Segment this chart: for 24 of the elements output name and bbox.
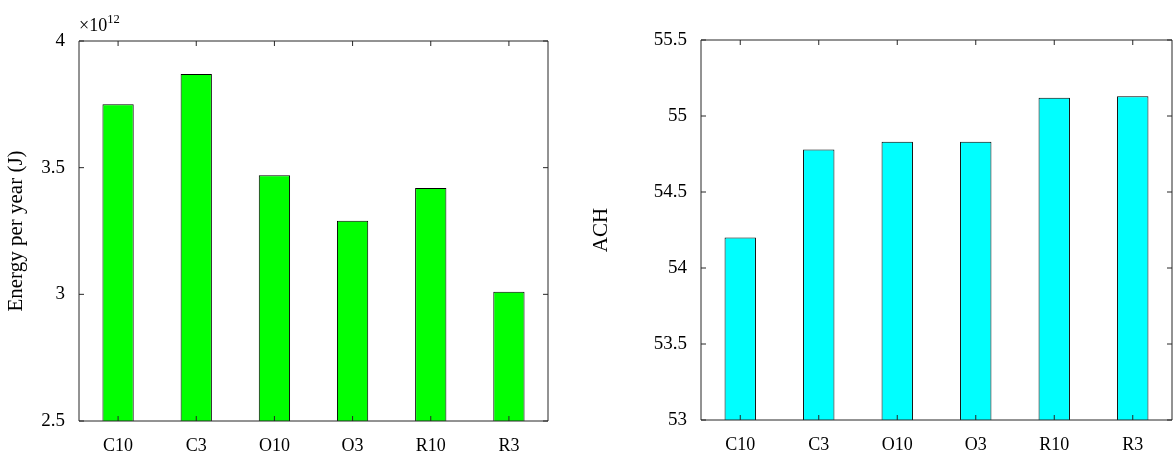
y-tick-label: 4 — [55, 28, 66, 50]
x-tick-label: O10 — [258, 434, 290, 455]
x-tick-label: R3 — [1122, 433, 1144, 454]
y-tick-label: 55 — [668, 103, 687, 125]
x-tick-label: R10 — [1039, 433, 1070, 454]
x-tick-label: O3 — [341, 434, 364, 455]
x-tick-label: C10 — [103, 434, 134, 455]
x-tick-label: O10 — [881, 433, 913, 454]
x-tick-label: R3 — [498, 434, 520, 455]
y-tick-label: 3.5 — [41, 155, 65, 177]
y-tick-label: 54 — [668, 255, 688, 277]
y-tick-label: 3 — [55, 282, 65, 304]
y-tick-label: 55.5 — [653, 27, 687, 49]
x-tick-label: R10 — [415, 434, 446, 455]
x-tick-label: O3 — [964, 433, 987, 454]
y-tick-label: 2.5 — [41, 408, 65, 430]
y-axis-title: Energy per year (J) — [3, 150, 28, 312]
y-axis-title: ACH — [588, 207, 613, 253]
y-tick-label: 53.5 — [653, 331, 687, 353]
x-tick-label: C10 — [725, 433, 756, 454]
x-tick-label: C3 — [808, 433, 830, 454]
x-tick-label: C3 — [185, 434, 207, 455]
y-tick-label: 54.5 — [653, 179, 687, 201]
y-tick-label: 53 — [668, 407, 687, 429]
